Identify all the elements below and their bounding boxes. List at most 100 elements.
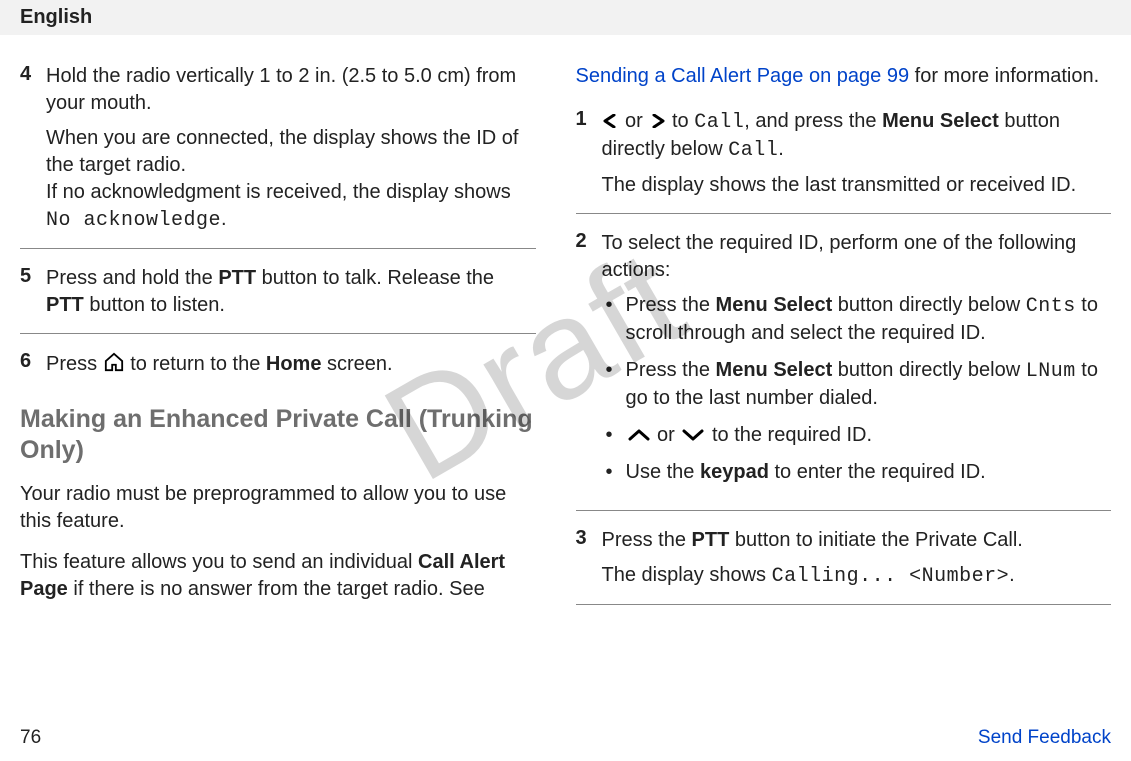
text: button directly below xyxy=(832,294,1025,316)
text: . xyxy=(221,208,227,230)
right-arrow-icon xyxy=(648,109,666,123)
mono-no-ack: No acknowledge xyxy=(46,209,221,232)
text: button to talk. Release the xyxy=(256,267,494,289)
text: Press the xyxy=(626,294,716,316)
step-number: 5 xyxy=(20,265,46,319)
step-3: 3 Press the PTT button to initiate the P… xyxy=(576,527,1112,590)
step-body: Hold the radio vertically 1 to 2 in. (2.… xyxy=(46,63,536,234)
text: to xyxy=(666,110,694,132)
separator xyxy=(576,213,1112,214)
text: . xyxy=(1009,564,1015,586)
right-column: Sending a Call Alert Page on page 99 for… xyxy=(566,63,1112,621)
text: Press xyxy=(46,353,103,375)
text: If no acknowledgment is received, the di… xyxy=(46,181,511,203)
text: if there is no answer from the target ra… xyxy=(68,578,485,600)
separator xyxy=(576,604,1112,605)
text: button to initiate the Private Call. xyxy=(729,529,1023,551)
step-5: 5 Press and hold the PTT button to talk.… xyxy=(20,265,536,319)
page-number: 76 xyxy=(20,727,41,749)
bold: Home xyxy=(266,353,322,375)
mono-call: Call xyxy=(728,139,778,162)
bullet-list: • Press the Menu Select button directly … xyxy=(602,292,1112,486)
bold: Menu Select xyxy=(882,110,999,132)
list-item: • Press the Menu Select button directly … xyxy=(602,292,1112,347)
mono-call: Call xyxy=(694,111,744,134)
step3-line2: The display shows Calling... <Number>. xyxy=(602,562,1112,590)
home-icon xyxy=(103,352,125,372)
step-number: 1 xyxy=(576,108,602,199)
text: or xyxy=(620,110,649,132)
text: , and press the xyxy=(744,110,882,132)
separator xyxy=(20,333,536,334)
header-bar: English xyxy=(0,0,1131,35)
text: The display shows xyxy=(602,564,772,586)
bold: PTT xyxy=(46,294,84,316)
bullet-text: or to the required ID. xyxy=(626,422,873,449)
text: button to listen. xyxy=(84,294,225,316)
bullet-dot: • xyxy=(602,357,626,412)
text: . xyxy=(778,138,784,160)
text: button directly below xyxy=(832,359,1025,381)
up-arrow-icon xyxy=(626,423,652,437)
left-column: 4 Hold the radio vertically 1 to 2 in. (… xyxy=(20,63,566,621)
text: Use the xyxy=(626,461,700,483)
text: Press the xyxy=(626,359,716,381)
step1-line2: The display shows the last transmitted o… xyxy=(602,172,1112,199)
step-1: 1 or to Call, and press the Menu Select … xyxy=(576,108,1112,199)
left-arrow-icon xyxy=(602,109,620,123)
list-item: • or to the required ID. xyxy=(602,422,1112,449)
bold: Menu Select xyxy=(716,294,833,316)
send-feedback-link[interactable]: Send Feedback xyxy=(978,727,1111,749)
mono-cnts: Cnts xyxy=(1026,295,1076,318)
step4-line1: Hold the radio vertically 1 to 2 in. (2.… xyxy=(46,63,536,117)
step4-line2a: When you are connected, the display show… xyxy=(46,125,536,179)
step2-line1: To select the required ID, perform one o… xyxy=(602,230,1112,284)
text: or xyxy=(652,424,681,446)
step-number: 4 xyxy=(20,63,46,234)
bullet-text: Use the keypad to enter the required ID. xyxy=(626,459,986,486)
text: Press the xyxy=(602,529,692,551)
text: to enter the required ID. xyxy=(769,461,986,483)
text: for more information. xyxy=(909,65,1099,87)
text: This feature allows you to send an indiv… xyxy=(20,551,418,573)
continuation: Sending a Call Alert Page on page 99 for… xyxy=(576,63,1112,90)
list-item: • Press the Menu Select button directly … xyxy=(602,357,1112,412)
text: to return to the xyxy=(130,353,266,375)
step-4: 4 Hold the radio vertically 1 to 2 in. (… xyxy=(20,63,536,234)
step-body: or to Call, and press the Menu Select bu… xyxy=(602,108,1112,199)
step-body: Press and hold the PTT button to talk. R… xyxy=(46,265,536,319)
step-6: 6 Press to return to the Home screen. xyxy=(20,350,536,378)
mono-lnum: LNum xyxy=(1026,360,1076,383)
step-number: 6 xyxy=(20,350,46,378)
bold: keypad xyxy=(700,461,769,483)
xref-link[interactable]: Sending a Call Alert Page on page 99 xyxy=(576,65,910,87)
step-body: Press the PTT button to initiate the Pri… xyxy=(602,527,1112,590)
step-body: Press to return to the Home screen. xyxy=(46,350,536,378)
step-number: 2 xyxy=(576,230,602,496)
bullet-text: Press the Menu Select button directly be… xyxy=(626,357,1112,412)
content: 4 Hold the radio vertically 1 to 2 in. (… xyxy=(0,35,1131,621)
separator xyxy=(576,510,1112,511)
step-body: To select the required ID, perform one o… xyxy=(602,230,1112,496)
text: Press and hold the xyxy=(46,267,218,289)
separator xyxy=(20,248,536,249)
footer: 76 Send Feedback xyxy=(0,727,1131,749)
section-heading: Making an Enhanced Private Call (Trunkin… xyxy=(20,404,536,467)
step-2: 2 To select the required ID, perform one… xyxy=(576,230,1112,496)
bullet-dot: • xyxy=(602,422,626,449)
bullet-dot: • xyxy=(602,292,626,347)
page: English Draft 4 Hold the radio verticall… xyxy=(0,0,1131,761)
step4-line2b: If no acknowledgment is received, the di… xyxy=(46,179,536,234)
bullet-dot: • xyxy=(602,459,626,486)
header-language: English xyxy=(20,6,92,28)
bold: Menu Select xyxy=(716,359,833,381)
bold: PTT xyxy=(218,267,256,289)
text: screen. xyxy=(321,353,392,375)
step3-line1: Press the PTT button to initiate the Pri… xyxy=(602,527,1112,554)
step-number: 3 xyxy=(576,527,602,590)
intro-2: This feature allows you to send an indiv… xyxy=(20,549,536,603)
text: to the required ID. xyxy=(706,424,872,446)
bullet-text: Press the Menu Select button directly be… xyxy=(626,292,1112,347)
down-arrow-icon xyxy=(680,423,706,437)
bold: PTT xyxy=(692,529,730,551)
